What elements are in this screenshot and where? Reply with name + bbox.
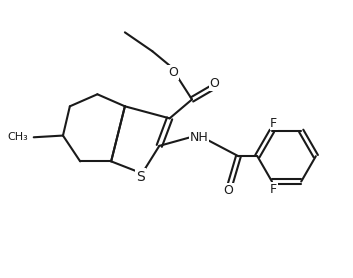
Text: O: O (168, 66, 178, 79)
Text: O: O (209, 78, 219, 90)
Text: NH: NH (190, 131, 208, 144)
Text: CH₃: CH₃ (8, 132, 29, 142)
Text: F: F (270, 183, 277, 196)
Text: O: O (223, 184, 233, 197)
Text: F: F (270, 117, 277, 130)
Text: S: S (136, 170, 145, 184)
